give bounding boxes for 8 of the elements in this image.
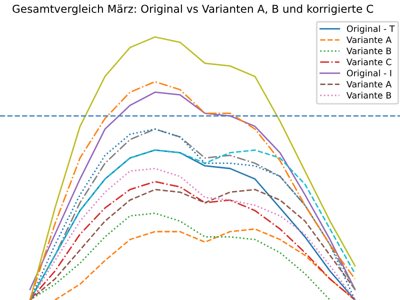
legend-label: Variante A xyxy=(346,80,392,88)
legend-label: Original - I xyxy=(346,70,392,78)
legend-label: Variante A xyxy=(346,36,392,44)
chart-title: Gesamtvergleich März: Original vs Varianten A, B und korrigierte C xyxy=(12,4,374,15)
legend-label: Variante B xyxy=(346,92,392,99)
legend-label: Variante C xyxy=(346,58,392,66)
legend-label: Original - T xyxy=(346,25,395,34)
legend-label: Variante B xyxy=(346,47,392,54)
